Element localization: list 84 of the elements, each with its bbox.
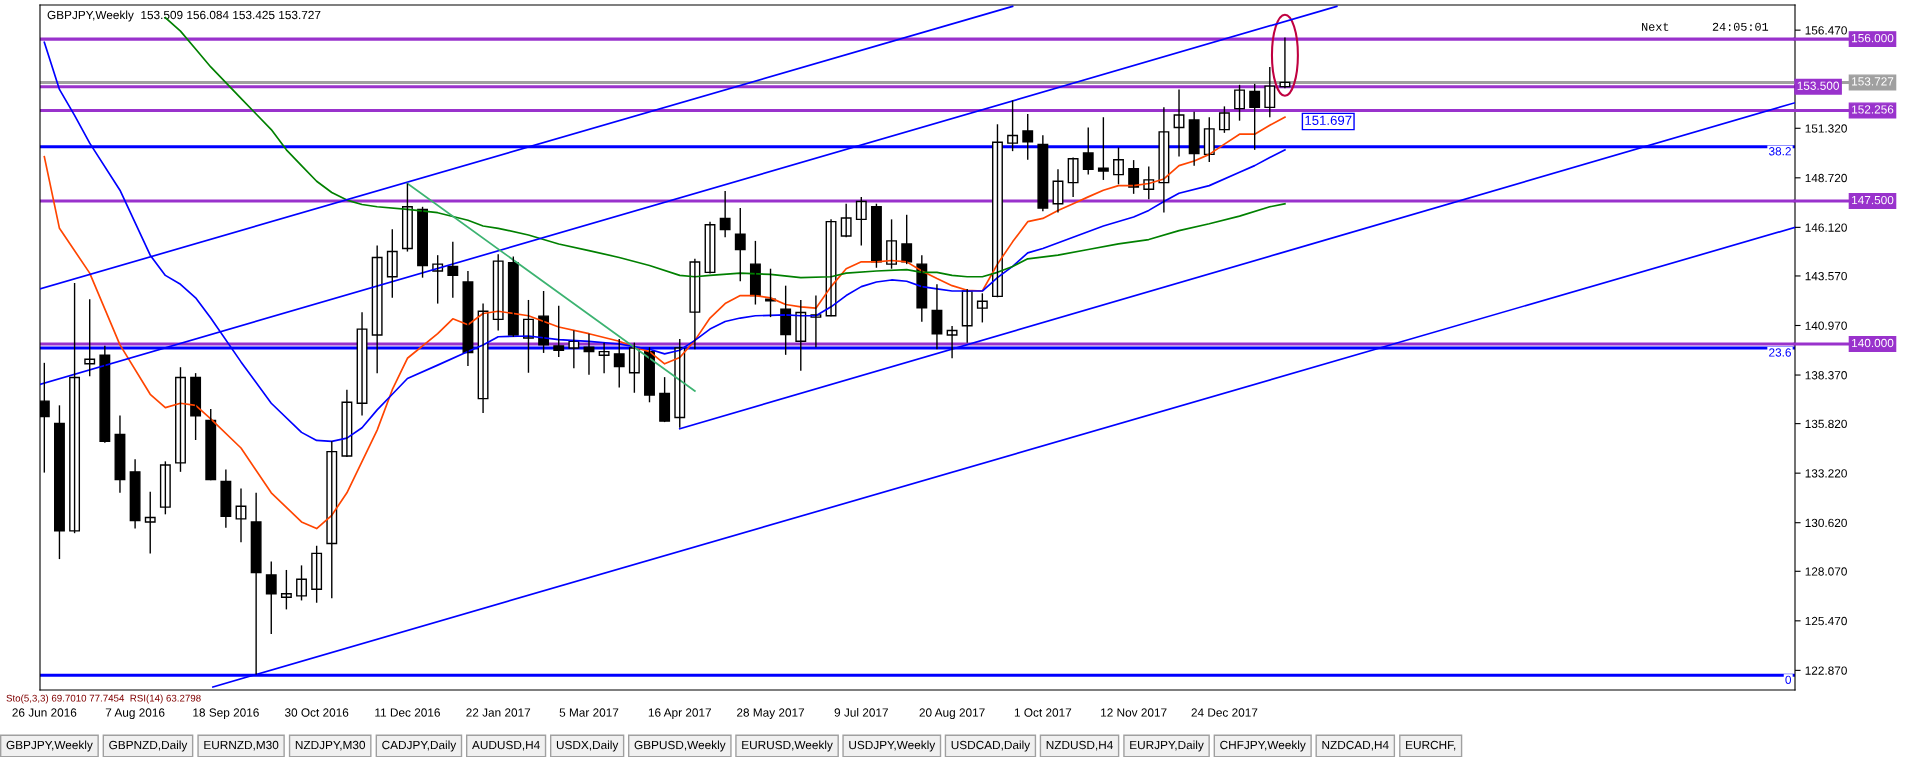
candlestick <box>553 305 565 358</box>
candlestick <box>870 203 882 269</box>
candlestick <box>265 560 277 635</box>
text: GBPJPY,Weekly <box>6 740 93 752</box>
x-tick-label: 1 Oct 2017 <box>1014 708 1072 717</box>
candlestick <box>1249 83 1261 151</box>
y-tick-label: 130.620 <box>1805 518 1847 528</box>
y-tick-label: 143.570 <box>1805 271 1847 281</box>
candlestick <box>901 214 913 265</box>
x-tick-label: 5 Mar 2017 <box>559 708 619 717</box>
candlestick <box>1097 116 1109 181</box>
text: EURNZD,M30 <box>204 740 279 751</box>
candlestick <box>296 564 307 602</box>
y-tick-label: 125.470 <box>1805 616 1847 626</box>
x-tick-label: 11 Dec 2016 <box>375 708 440 717</box>
y-tick-label: 138.370 <box>1805 371 1847 380</box>
x-tick-label: 16 Apr 2017 <box>648 708 711 720</box>
y-tick-label: 140.970 <box>1805 321 1847 330</box>
text: GBPUSD,Weekly <box>634 740 726 752</box>
x-tick-label: 20 Aug 2017 <box>919 708 985 720</box>
x-tick-label: 30 Oct 2016 <box>284 708 349 717</box>
candlestick <box>1264 66 1276 118</box>
x-tick-label: 18 Sep 2016 <box>193 708 259 720</box>
candlestick <box>144 491 156 555</box>
chart-title: GBPJPY,Weekly 153.509 156.084 153.425 153.727 <box>47 10 321 22</box>
text: CADJPY,Daily <box>382 740 457 752</box>
text: NZDUSD,H4 <box>1046 740 1113 751</box>
x-tick-label: 26 Jun 2016 <box>12 708 77 717</box>
y-tick-label: 128.070 <box>1805 567 1847 576</box>
annotation: Next 24:05:01 <box>1642 22 1769 31</box>
text: GBPNZD,Daily <box>109 740 188 752</box>
annotation: 23.6 <box>1769 348 1791 357</box>
candlestick <box>1082 126 1094 176</box>
x-tick-label: 28 May 2017 <box>737 708 805 720</box>
candlestick <box>54 404 65 560</box>
text: Sto(5,3,3) 69.7010 77.7454 RSI(14) 63.2798 <box>6 694 201 704</box>
text: EURCHF, <box>1406 740 1456 751</box>
text: EURJPY,Daily <box>1130 740 1204 752</box>
candlestick <box>976 292 988 324</box>
y-tick-label: 156.470 <box>1805 26 1847 35</box>
ref-line-label: 156.000 <box>1852 33 1894 43</box>
x-tick-label: 22 Jan 2017 <box>466 708 531 717</box>
annotation: 0 <box>1785 675 1792 684</box>
text: NZDCAD,H4 <box>1322 740 1389 751</box>
candlestick <box>386 228 398 299</box>
x-tick-label: 24 Dec 2017 <box>1191 708 1258 717</box>
y-tick-label: 151.320 <box>1805 124 1847 133</box>
ref-line-label: 147.500 <box>1852 195 1894 205</box>
candlestick <box>1007 99 1019 152</box>
ref-line-label: 152.256 <box>1852 105 1894 114</box>
candlestick <box>159 460 171 516</box>
candlestick <box>311 545 323 604</box>
y-tick-label: 146.120 <box>1805 223 1847 232</box>
candlestick <box>613 338 625 389</box>
text: AUDUSD,H4 <box>472 740 540 751</box>
ref-line-label: 153.727 <box>1852 77 1894 86</box>
text: NZDJPY,M30 <box>295 740 366 751</box>
x-tick-label: 9 Jul 2017 <box>834 708 888 717</box>
candlestick <box>855 196 867 247</box>
text: CHFJPY,Weekly <box>1220 740 1306 752</box>
line-series <box>43 116 1286 530</box>
candlestick <box>492 253 504 332</box>
candlestick <box>1022 113 1034 161</box>
y-tick-label: 135.820 <box>1805 419 1847 429</box>
candlestick <box>175 366 186 473</box>
ref-line-label: 153.500 <box>1797 81 1839 90</box>
y-tick-label: 122.870 <box>1805 666 1847 675</box>
text: EURUSD,Weekly <box>742 740 833 752</box>
candlestick <box>1218 105 1230 134</box>
text: USDCAD,Daily <box>951 740 1031 752</box>
x-tick-label: 12 Nov 2017 <box>1101 708 1167 717</box>
candlestick <box>659 376 671 423</box>
x-tick-label: 7 Aug 2016 <box>105 708 165 720</box>
candlestick <box>69 282 81 534</box>
y-tick-label: 148.720 <box>1805 173 1847 183</box>
candlestick <box>1234 84 1245 122</box>
candlestick <box>280 569 292 611</box>
annotation: 38.2 <box>1768 147 1791 156</box>
text: USDX,Daily <box>556 740 619 752</box>
candlestick <box>1113 146 1124 185</box>
text: USDJPY,Weekly <box>849 740 936 752</box>
ref-line-label: 140.000 <box>1852 338 1894 348</box>
y-tick-label: 133.220 <box>1805 469 1847 478</box>
annotation: 151.697 <box>1305 115 1352 125</box>
